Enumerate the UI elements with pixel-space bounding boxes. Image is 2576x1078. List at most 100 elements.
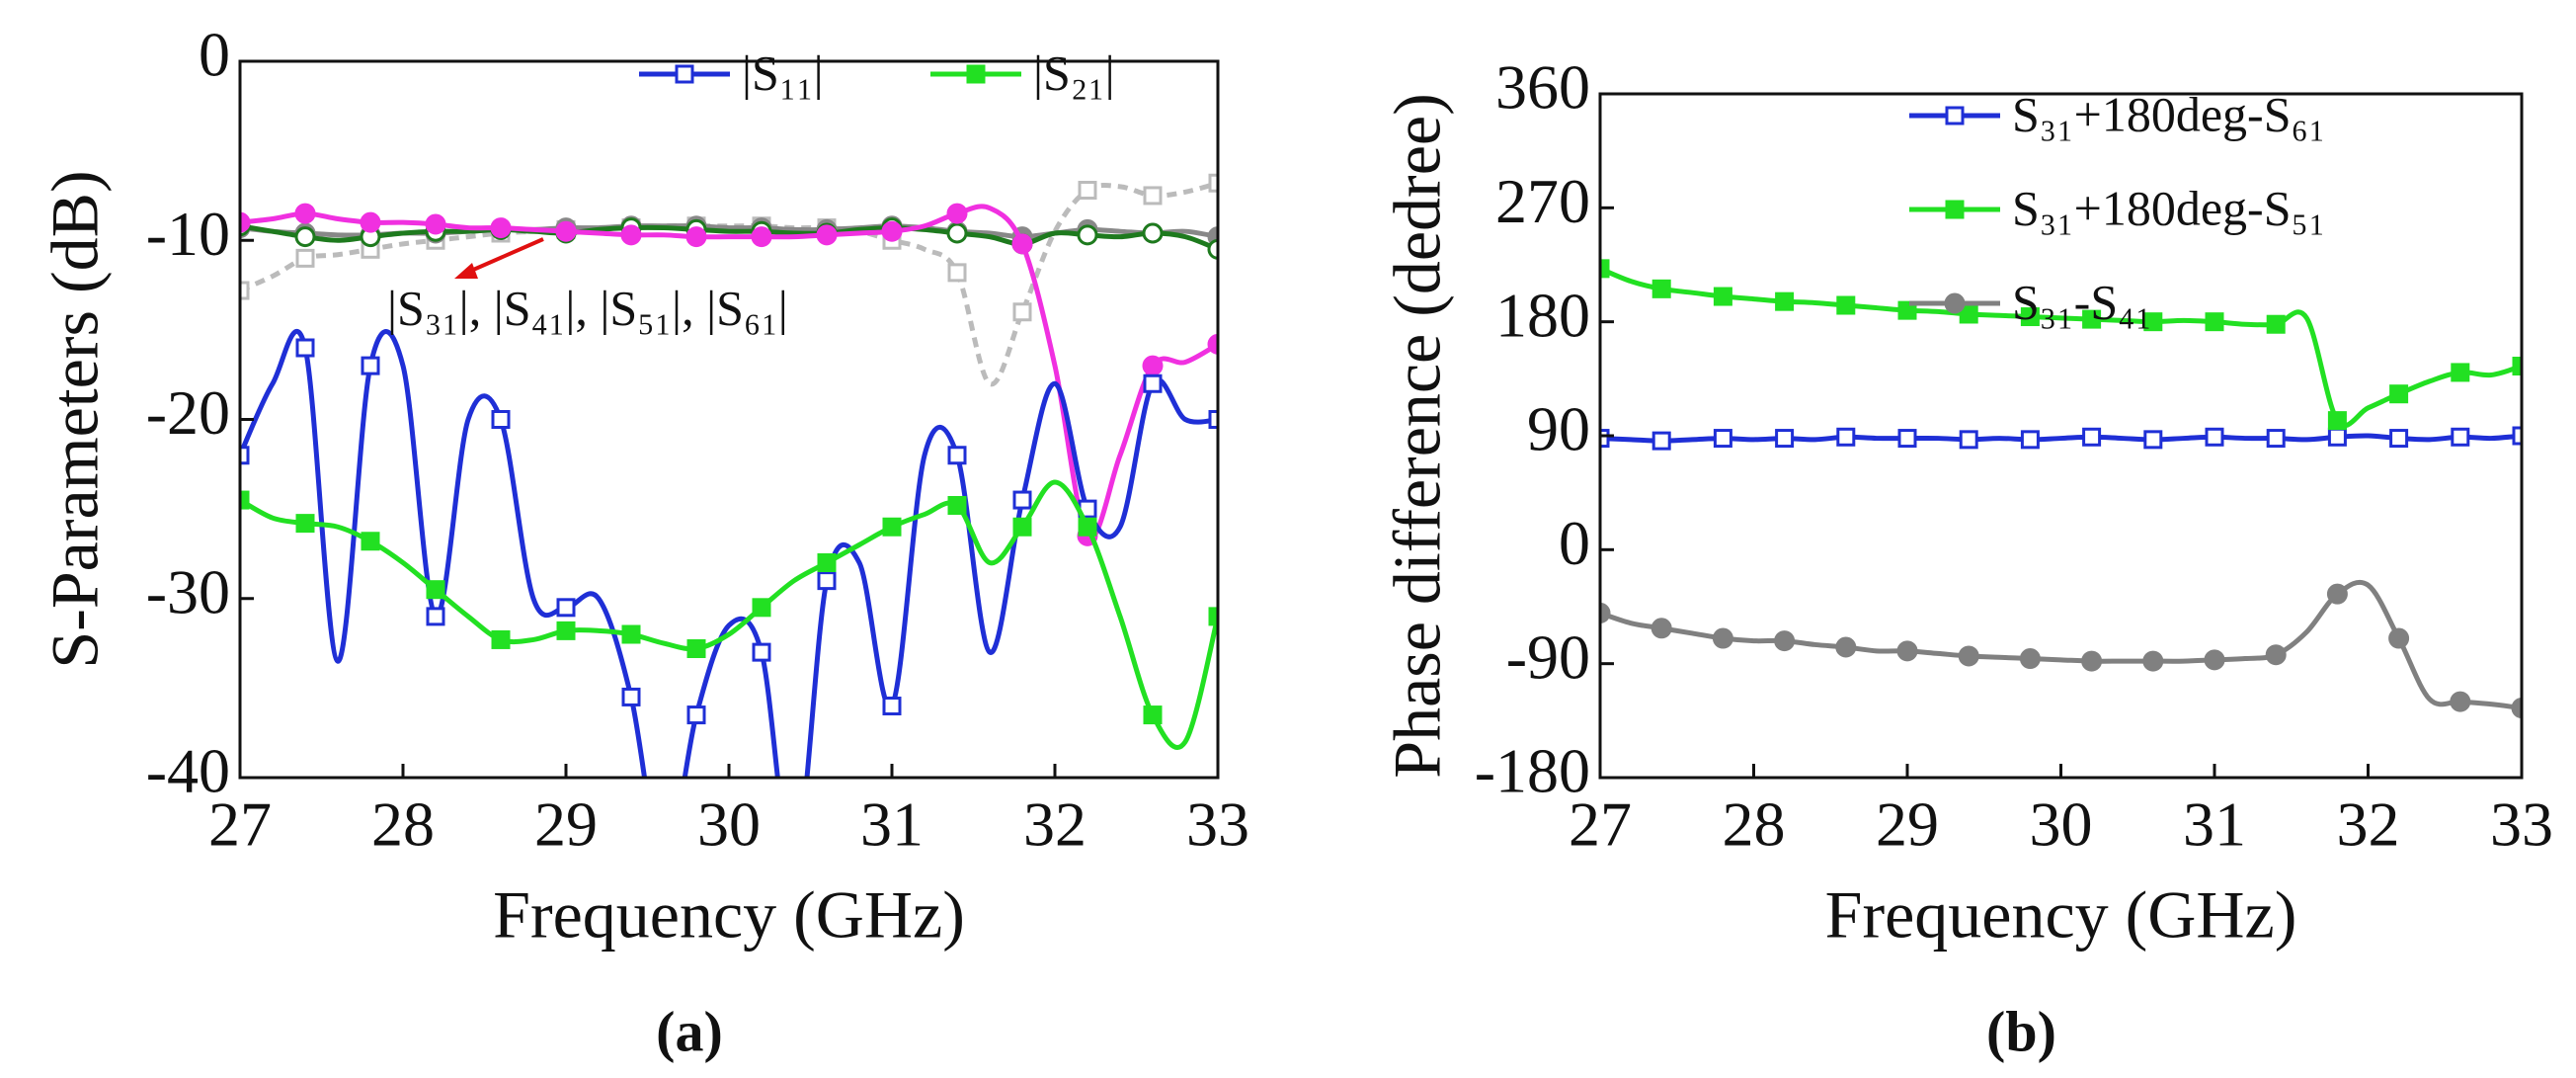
marker — [1600, 429, 1610, 449]
legend-marker — [1945, 200, 1965, 219]
marker — [686, 639, 706, 658]
arrow-head — [454, 263, 478, 279]
x-tick-label: 31 — [2183, 789, 2246, 860]
marker — [295, 338, 315, 358]
marker — [1012, 517, 1032, 537]
marker — [2143, 430, 2163, 450]
y-axis-title: Phase difference (dedree) — [1380, 93, 1455, 778]
marker — [621, 624, 641, 644]
marker — [2205, 312, 2224, 332]
y-tick-label: 90 — [1527, 394, 1590, 464]
marker — [686, 705, 706, 725]
marker — [1600, 259, 1610, 279]
marker — [947, 446, 967, 465]
legend-marker — [1945, 106, 1965, 125]
marker — [555, 220, 577, 242]
x-tick-label: 27 — [1569, 789, 1632, 860]
marker — [491, 410, 511, 429]
y-tick-label: -180 — [1475, 736, 1590, 806]
marker — [1775, 291, 1795, 311]
marker — [752, 642, 771, 662]
marker — [294, 226, 316, 248]
marker — [1077, 224, 1098, 246]
marker — [2327, 427, 2347, 447]
marker — [491, 629, 511, 649]
marker — [1012, 302, 1032, 322]
marker — [2451, 363, 2470, 382]
caption: (b) — [1986, 999, 2056, 1063]
marker — [425, 213, 446, 235]
marker — [2082, 427, 2102, 447]
y-axis-title: S-Parameters (dB) — [38, 170, 113, 668]
marker — [1012, 490, 1032, 510]
x-tick-label: 32 — [2337, 789, 2400, 860]
marker — [556, 621, 576, 640]
marker — [240, 211, 251, 233]
marker — [946, 222, 968, 244]
y-tick-label: -10 — [146, 199, 230, 269]
y-tick-label: -20 — [146, 377, 230, 448]
x-axis-title: Frequency (GHz) — [493, 877, 965, 953]
marker — [947, 496, 967, 515]
y-tick-label: 0 — [1559, 508, 1590, 578]
marker — [946, 203, 968, 224]
marker — [1143, 705, 1163, 725]
marker — [1143, 373, 1163, 393]
marker — [2143, 312, 2163, 332]
x-axis-title: Frequency (GHz) — [1825, 877, 2297, 953]
marker — [1207, 333, 1218, 355]
marker — [1713, 429, 1732, 449]
marker — [295, 514, 315, 534]
marker — [2265, 644, 2287, 666]
plot-frame — [238, 59, 1220, 780]
marker — [2389, 384, 2409, 404]
marker — [2326, 583, 2348, 605]
marker — [752, 598, 771, 618]
marker — [1208, 607, 1218, 626]
legend-marker — [966, 64, 986, 84]
marker — [2204, 649, 2225, 671]
series-line — [240, 479, 1218, 750]
marker — [2020, 430, 2040, 450]
marker — [556, 598, 576, 618]
y-tick-label: -30 — [146, 556, 230, 626]
marker — [426, 607, 445, 626]
annotation: |S₃₁|, |S₄₁|, |S₅₁|, |S₆₁| — [387, 280, 788, 335]
marker — [621, 687, 641, 706]
marker — [881, 220, 903, 242]
marker — [1142, 222, 1164, 244]
legend-label: |S₁₁| — [742, 44, 824, 100]
marker — [1011, 233, 1033, 255]
marker — [1774, 630, 1796, 652]
x-tick-label: 28 — [1723, 789, 1786, 860]
marker — [2450, 691, 2471, 712]
marker — [295, 248, 315, 268]
x-tick-label: 30 — [697, 789, 761, 860]
marker — [2388, 627, 2410, 649]
marker — [1836, 295, 1856, 315]
x-tick-label: 28 — [371, 789, 435, 860]
marker — [240, 281, 250, 300]
y-tick-label: -40 — [146, 736, 230, 806]
marker — [361, 356, 380, 375]
x-tick-label: 30 — [2030, 789, 2093, 860]
marker — [1207, 238, 1218, 260]
marker — [2511, 698, 2522, 719]
marker — [1208, 173, 1218, 193]
marker — [1142, 355, 1164, 376]
marker — [2082, 309, 2102, 329]
marker — [2512, 357, 2522, 376]
marker — [1600, 602, 1611, 623]
plot-area — [240, 173, 1218, 778]
annotation-arrow — [463, 237, 544, 276]
plot-area — [1600, 259, 2522, 719]
marker — [2451, 427, 2470, 447]
legend-label: S₃₁+180deg-S₆₁ — [2012, 86, 2325, 141]
marker — [294, 203, 316, 224]
marker — [2142, 650, 2164, 672]
marker — [1835, 636, 1857, 658]
x-tick-label: 33 — [2490, 789, 2553, 860]
legend-marker — [675, 64, 694, 84]
marker — [685, 226, 707, 248]
